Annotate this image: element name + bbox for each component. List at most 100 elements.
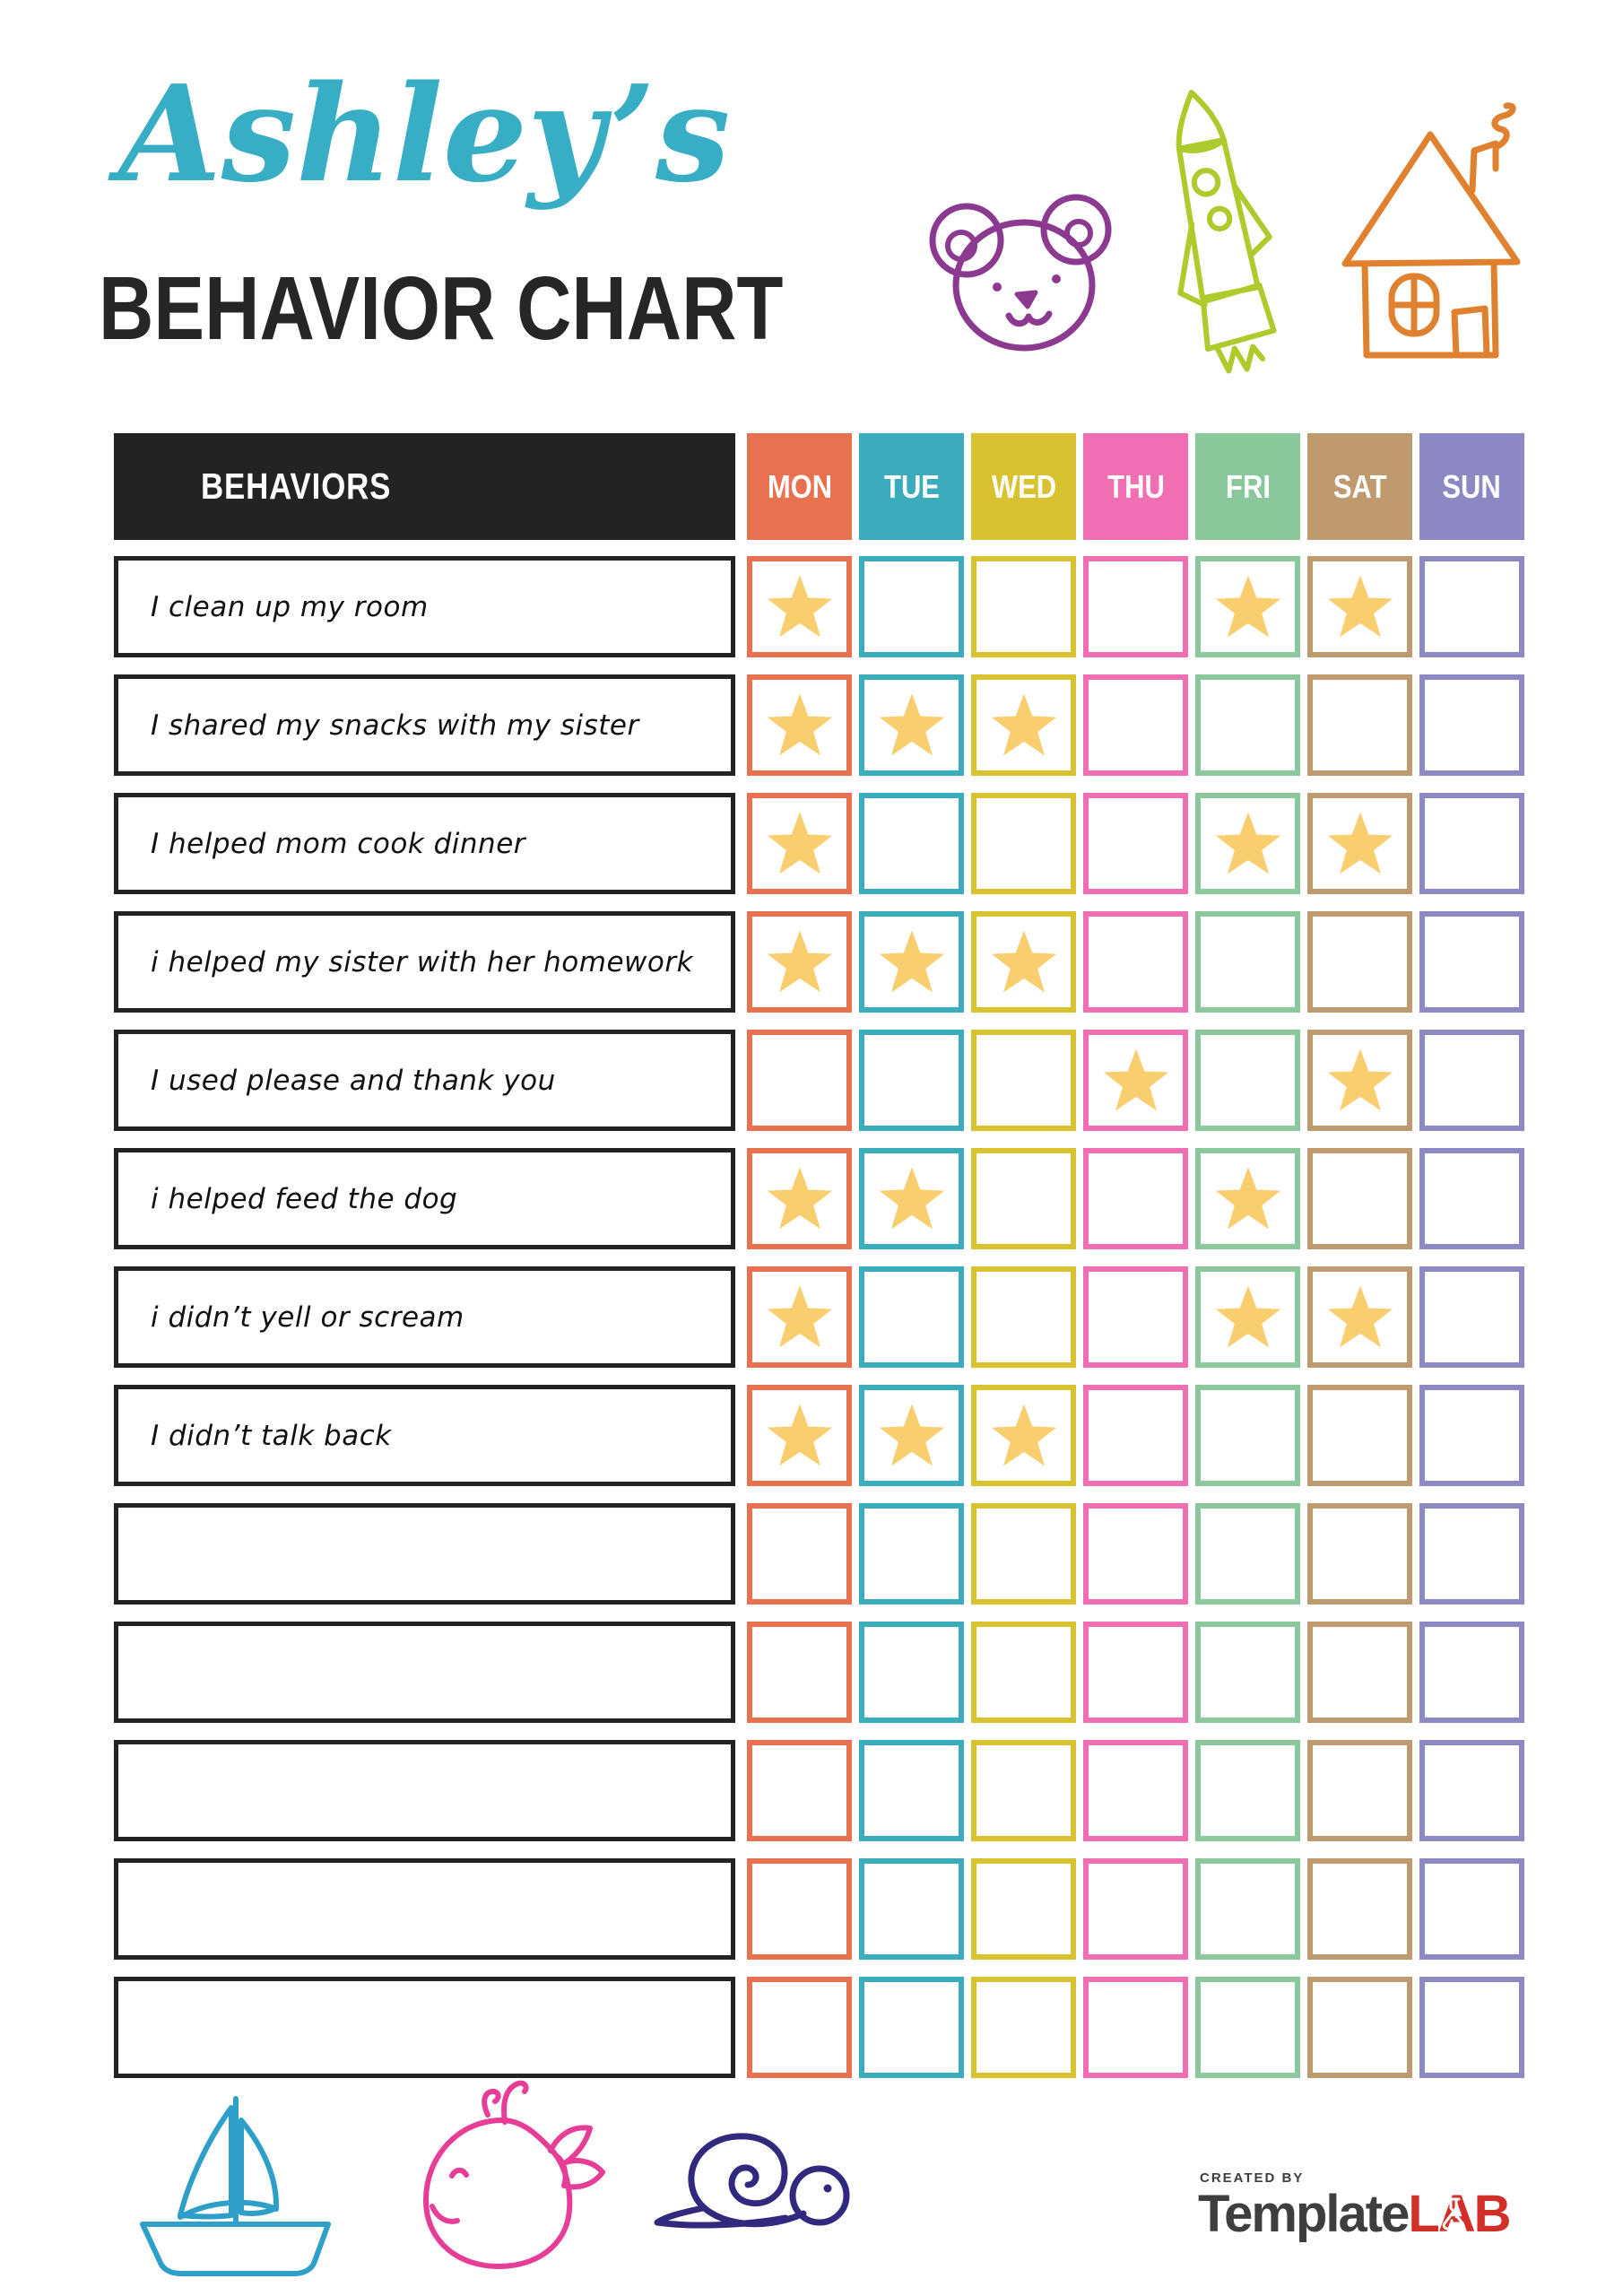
star-icon [879, 930, 944, 992]
behavior-label-box: i helped my sister with her homework [114, 911, 735, 1013]
star-icon [1215, 812, 1280, 874]
day-cell-thu [1083, 1503, 1188, 1605]
day-cell-mon [747, 793, 852, 894]
day-cell-fri [1195, 1148, 1300, 1249]
day-cell-thu [1083, 1977, 1188, 2078]
day-cell-sat [1307, 911, 1412, 1013]
day-cell-sat [1307, 793, 1412, 894]
day-cell-mon [747, 1266, 852, 1368]
star-icon [879, 693, 944, 755]
star-icon [879, 1404, 944, 1465]
behavior-row: I shared my snacks with my sister [114, 674, 1524, 776]
table-header-row: BEHAVIORS MON TUE WED THU FRI SAT SUN [114, 433, 1524, 540]
day-header-tue: TUE [859, 433, 964, 540]
day-cell-mon [747, 1503, 852, 1605]
behavior-row: i helped my sister with her homework [114, 911, 1524, 1013]
day-cell-tue [859, 1503, 964, 1605]
day-cell-fri [1195, 1977, 1300, 2078]
day-cell-tue [859, 1740, 964, 1841]
star-icon [1103, 1048, 1168, 1110]
day-cell-wed [971, 674, 1076, 776]
day-cell-tue [859, 1622, 964, 1723]
day-cell-tue [859, 911, 964, 1013]
day-cell-fri [1195, 1858, 1300, 1960]
day-cell-sat [1307, 674, 1412, 776]
day-cell-sat [1307, 556, 1412, 657]
day-cell-sat [1307, 1148, 1412, 1249]
day-cell-wed [971, 1622, 1076, 1723]
day-cell-mon [747, 1385, 852, 1486]
star-icon [767, 575, 832, 637]
star-icon [767, 930, 832, 992]
day-cell-thu [1083, 1266, 1188, 1368]
page-title-text: BEHAVIOR CHART [99, 258, 784, 359]
behavior-text: I used please and thank you [151, 1064, 556, 1097]
day-cell-mon [747, 1858, 852, 1960]
day-cell-wed [971, 1266, 1076, 1368]
star-icon [1215, 575, 1280, 637]
day-cell-wed [971, 911, 1076, 1013]
day-cell-mon [747, 1977, 852, 2078]
behavior-row: I didn’t talk back [114, 1385, 1524, 1486]
day-cell-tue [859, 1858, 964, 1960]
day-cell-thu [1083, 1622, 1188, 1723]
day-cell-sun [1419, 1740, 1524, 1841]
day-cell-sat [1307, 1385, 1412, 1486]
created-by-label: CREATED BY [1200, 2170, 1305, 2186]
day-cell-tue [859, 556, 964, 657]
table-body: I clean up my room I shared my snacks wit… [114, 556, 1524, 2078]
behavior-table: BEHAVIORS MON TUE WED THU FRI SAT SUN I clean … [114, 433, 1524, 2078]
house-icon [1329, 100, 1532, 366]
day-cell-wed [971, 1030, 1076, 1131]
day-cell-tue [859, 674, 964, 776]
day-header-label: TUE [883, 467, 940, 505]
day-cell-tue [859, 1148, 964, 1249]
behavior-row: I used please and thank you [114, 1030, 1524, 1131]
day-cell-fri [1195, 1740, 1300, 1841]
day-cell-wed [971, 1148, 1076, 1249]
day-cell-wed [971, 793, 1076, 894]
page-title: BEHAVIOR CHART [99, 264, 904, 353]
day-cell-sun [1419, 911, 1524, 1013]
day-cell-mon [747, 911, 852, 1013]
star-icon [991, 1404, 1056, 1465]
day-cell-tue [859, 1977, 964, 2078]
day-cell-wed [971, 1740, 1076, 1841]
day-cell-fri [1195, 1385, 1300, 1486]
star-icon [767, 1167, 832, 1229]
day-cell-tue [859, 793, 964, 894]
day-cell-sat [1307, 1977, 1412, 2078]
day-cell-fri [1195, 1622, 1300, 1723]
brand-wordmark: Template LAB [1198, 2188, 1512, 2240]
day-cell-wed [971, 1385, 1076, 1486]
behavior-label-box [114, 1858, 735, 1960]
behavior-label-box [114, 1622, 735, 1723]
day-cell-wed [971, 1503, 1076, 1605]
day-cell-thu [1083, 1030, 1188, 1131]
day-cell-mon [747, 556, 852, 657]
whale-icon [402, 2074, 615, 2280]
day-header-wed: WED [971, 433, 1076, 540]
behavior-text: I helped mom cook dinner [151, 827, 526, 860]
day-headers: MON TUE WED THU FRI SAT SUN [747, 433, 1524, 540]
behavior-label-box: I shared my snacks with my sister [114, 674, 735, 776]
day-cell-thu [1083, 556, 1188, 657]
star-icon [767, 693, 832, 755]
day-cell-sun [1419, 674, 1524, 776]
day-cell-mon [747, 1148, 852, 1249]
brand-logo: CREATED BY Template LAB [1198, 2170, 1512, 2240]
star-icon [1215, 1167, 1280, 1229]
day-header-fri: FRI [1195, 433, 1300, 540]
behavior-label-box: I used please and thank you [114, 1030, 735, 1131]
behavior-label-box: I helped mom cook dinner [114, 793, 735, 894]
day-cell-wed [971, 1858, 1076, 1960]
star-icon [1327, 1285, 1393, 1347]
day-header-sat: SAT [1307, 433, 1412, 540]
day-cell-sat [1307, 1622, 1412, 1723]
rocket-icon [1139, 83, 1300, 387]
day-cell-tue [859, 1385, 964, 1486]
day-cell-sat [1307, 1030, 1412, 1131]
day-header-thu: THU [1083, 433, 1188, 540]
flask-icon [1443, 2197, 1465, 2231]
